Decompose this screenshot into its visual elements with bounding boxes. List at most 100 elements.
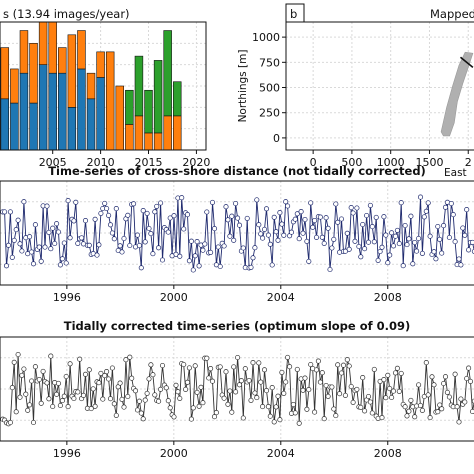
panel-3-point-51 (98, 370, 104, 376)
panel-a-frame (0, 21, 207, 151)
panel-3-point-29 (55, 380, 62, 386)
panel-2-point-83 (159, 257, 166, 263)
panel-2-point-77 (148, 231, 154, 237)
panel-2-point-30 (57, 262, 63, 268)
panel-3-point-91 (175, 389, 181, 395)
panel-2-point-200 (385, 260, 391, 266)
panel-2-point-132 (254, 197, 260, 203)
panel-3-point-102 (196, 403, 202, 409)
panel-3-point-64 (123, 357, 129, 363)
panel-3-point-129 (248, 397, 254, 403)
panel-a-bar-2013-s3 (125, 89, 134, 125)
panel-2-point-242 (466, 247, 472, 253)
panel-2-point-204 (392, 233, 399, 239)
panel-3-point-56 (107, 396, 114, 402)
panel-2-point-24 (46, 229, 52, 235)
panel-3-point-62 (119, 396, 125, 402)
panel-2-point-226 (435, 223, 441, 230)
panel-3-point-109 (209, 378, 216, 384)
panel-2-point-41 (79, 235, 85, 241)
panel-2-point-150 (288, 229, 295, 235)
panel-b-coastline (440, 51, 474, 137)
panel-3-point-58 (111, 401, 117, 407)
panel-3-point-146 (281, 390, 287, 396)
panel-2-point-142 (273, 229, 279, 235)
panel-b-xlabel: East (444, 167, 467, 179)
panel-b: b Mapped 0 500 1000 1500 2 0 250 500 750 1000 Nor… (237, 3, 474, 179)
panel-3-point-133 (256, 360, 262, 366)
panel-3-point-83 (159, 362, 166, 369)
panel-2-point-16 (30, 261, 37, 267)
panel-3-point-152 (292, 410, 298, 416)
panel-3-point-110 (211, 414, 218, 420)
panel-2-point-15 (29, 249, 35, 255)
panel-2-point-218 (419, 250, 425, 256)
panel-3-point-115 (221, 395, 227, 401)
panel-2-point-87 (167, 215, 173, 221)
panel-2-point-136 (261, 226, 268, 232)
panel-2-point-63 (121, 235, 127, 242)
panel-2-point-75 (144, 210, 150, 216)
panel-2-point-19 (36, 244, 42, 250)
panel-2-point-188 (362, 246, 368, 252)
panel-3-point-128 (246, 377, 252, 384)
panel-2-point-186 (358, 254, 364, 260)
panel-2-point-196 (377, 248, 383, 255)
panel-2-point-183 (352, 238, 358, 244)
panel-2-point-38 (73, 199, 79, 205)
panel-2-point-241 (464, 207, 470, 213)
panel-2-point-68 (131, 201, 137, 207)
panel-2-point-51 (98, 210, 104, 216)
panel-2-point-202 (389, 230, 395, 236)
panel-2-point-123 (236, 222, 243, 228)
panel-2-point-171 (329, 245, 335, 251)
panel-3-point-54 (104, 369, 110, 375)
panel-2-point-11 (21, 199, 27, 205)
panel-3-point-82 (158, 386, 164, 392)
panel-3-point-14 (27, 402, 33, 408)
panel-3-point-52 (100, 396, 106, 402)
panel-3-point-140 (269, 385, 275, 391)
panel-2-point-174 (335, 219, 341, 225)
panel-3-point-67 (129, 375, 135, 381)
panel-3-point-243 (467, 378, 474, 384)
panel-2-point-59 (113, 206, 119, 212)
panel-3-point-98 (188, 416, 194, 422)
panel-2-point-65 (125, 212, 131, 218)
panel-3-point-145 (279, 369, 285, 375)
panel-2-point-74 (142, 239, 148, 245)
panel-3-point-71 (136, 398, 142, 404)
panel-2-point-120 (231, 237, 237, 243)
panel-2-point-141 (271, 214, 277, 220)
panel-2-point-10 (19, 248, 25, 254)
panel-3-point-104 (200, 400, 206, 406)
panel-3-point-120 (231, 364, 237, 370)
panel-3-point-59 (113, 412, 119, 418)
panel-2-point-81 (156, 245, 162, 251)
panel-a-bar-2015-s3 (144, 89, 153, 134)
panel-2-point-3 (5, 242, 12, 248)
panel-2-point-4 (7, 209, 13, 215)
panel-2-point-217 (417, 194, 424, 200)
panel-3-point-162 (312, 409, 318, 415)
panel-2-point-49 (94, 252, 100, 258)
panel-2-point-160 (308, 200, 314, 206)
panel-3-point-34 (65, 404, 71, 410)
panel-3-point-24 (46, 396, 52, 402)
panel-3-point-33 (63, 373, 69, 380)
panel-3-point-135 (260, 404, 266, 410)
panel-d-frame (0, 336, 474, 442)
panel-3-point-106 (204, 355, 210, 361)
panel-2-point-53 (102, 200, 108, 206)
panel-2-point-152 (292, 216, 298, 222)
panel-3-point-171 (329, 384, 335, 390)
panel-3-point-224 (431, 382, 437, 388)
panel-2-point-97 (186, 258, 192, 264)
panel-2-point-172 (331, 236, 337, 242)
panel-3-point-108 (208, 366, 214, 372)
panel-b-ytick-label-3: 750 (259, 56, 280, 69)
panel-3-point-137 (263, 388, 270, 394)
panel-2-point-229 (441, 223, 447, 229)
panel-3-point-136 (261, 367, 268, 373)
panel-2-point-57 (109, 230, 115, 236)
